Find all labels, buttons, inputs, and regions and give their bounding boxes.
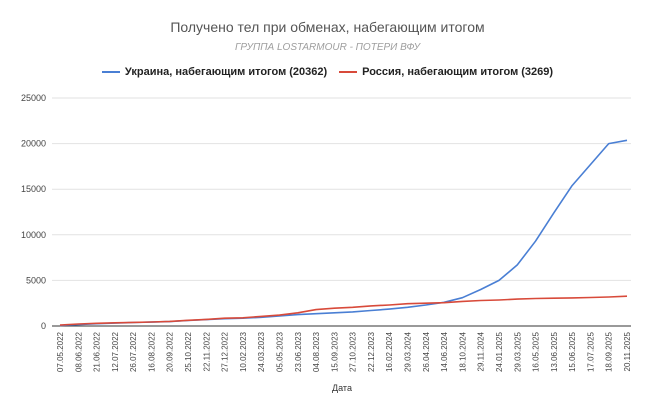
legend-swatch-russia: [339, 71, 358, 73]
legend: Украина, набегающим итогом (20362) Росси…: [0, 66, 655, 78]
y-tick-label: 15000: [21, 184, 46, 194]
x-tick-label: 25.10.2022: [184, 331, 193, 372]
x-tick-label: 23.06.2023: [294, 331, 303, 372]
y-tick-label: 5000: [26, 275, 46, 285]
x-tick-label: 27.10.2023: [349, 331, 358, 372]
x-tick-label: 05.05.2023: [275, 331, 284, 372]
x-tick-label: 29.11.2024: [477, 331, 486, 371]
x-tick-label: 22.11.2022: [202, 331, 211, 371]
x-tick-label: 10.02.2023: [239, 331, 248, 372]
x-tick-label: 24.03.2023: [257, 331, 266, 372]
x-axis-label: Дата: [332, 383, 352, 393]
x-tick-label: 18.09.2025: [605, 331, 614, 372]
chart-title: Получено тел при обменах, набегающим ито…: [170, 19, 485, 35]
x-tick-label: 07.05.2022: [56, 331, 65, 372]
legend-item-russia[interactable]: Россия, набегающим итогом (3269): [339, 66, 553, 78]
x-tick-label: 26.07.2022: [129, 331, 138, 372]
x-tick-label: 18.10.2024: [458, 331, 467, 372]
x-tick-label: 16.05.2025: [532, 331, 541, 372]
x-tick-label: 20.09.2022: [166, 331, 175, 372]
x-tick-label: 20.11.2025: [623, 331, 632, 371]
x-axis-ticks: 07.05.2022 08.06.2022 21.06.2022 12.07.2022…: [56, 331, 632, 372]
x-tick-label: 15.06.2025: [568, 331, 577, 372]
x-tick-label: 12.07.2022: [111, 331, 120, 372]
y-tick-label: 20000: [21, 139, 46, 149]
x-tick-label: 24.01.2025: [495, 331, 504, 372]
x-tick-label: 17.07.2025: [586, 331, 595, 372]
x-tick-label: 13.06.2025: [550, 331, 559, 372]
x-tick-label: 15.09.2023: [330, 331, 339, 372]
y-tick-label: 10000: [21, 230, 46, 240]
series-lines: [59, 139, 628, 327]
x-tick-label: 14.06.2024: [440, 331, 449, 372]
x-tick-label: 29.03.2024: [404, 331, 413, 372]
gridlines: [52, 97, 631, 327]
legend-label-ukraine: Украина, набегающим итогом (20362): [124, 66, 328, 78]
series-line-russia: [59, 295, 628, 326]
x-tick-label: 27.12.2022: [221, 331, 230, 372]
x-tick-label: 29.03.2025: [513, 331, 522, 372]
x-tick-label: 16.08.2022: [147, 331, 156, 372]
x-tick-label: 08.06.2022: [74, 331, 83, 372]
x-tick-label: 22.12.2023: [367, 331, 376, 372]
y-tick-label: 25000: [21, 93, 46, 103]
legend-swatch-ukraine: [101, 71, 120, 73]
y-tick-label: 0: [41, 321, 46, 331]
x-tick-label: 21.06.2022: [93, 331, 102, 372]
y-axis-ticks: 0 5000 10000 15000 20000 25000: [21, 93, 46, 331]
x-tick-label: 26.04.2024: [422, 331, 431, 372]
legend-item-ukraine[interactable]: Украина, набегающим итогом (20362): [101, 66, 328, 78]
x-tick-label: 04.08.2023: [312, 331, 321, 372]
chart-subtitle: ГРУППА LOSTARMOUR - ПОТЕРИ ВФУ: [234, 42, 420, 53]
legend-label-russia: Россия, набегающим итогом (3269): [362, 66, 554, 78]
x-tick-label: 16.02.2024: [385, 331, 394, 372]
